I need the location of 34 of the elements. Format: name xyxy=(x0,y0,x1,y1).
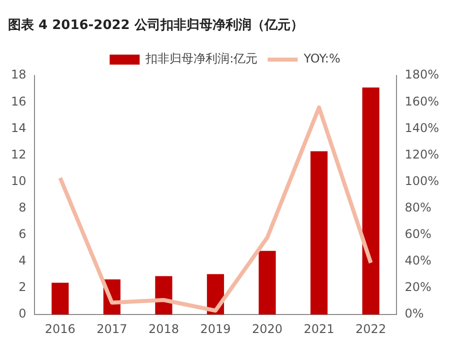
legend-label: 扣非归母净利润:亿元 xyxy=(144,52,258,66)
y2-tick-label: 100% xyxy=(404,174,440,188)
y2-tick-label: 0% xyxy=(404,306,424,321)
y2-tick-label: 180% xyxy=(404,68,440,82)
x-tick-label: 2020 xyxy=(252,322,283,336)
bar xyxy=(362,88,380,315)
y-tick-label: 4 xyxy=(18,254,26,268)
bar xyxy=(258,250,276,315)
y-tick-label: 16 xyxy=(10,94,26,108)
x-tick-label: 2018 xyxy=(148,322,179,336)
y-tick-label: 2 xyxy=(18,280,26,294)
chart-title: 图表 4 2016-2022 公司扣非归母净利润（亿元） xyxy=(8,17,304,34)
y-tick-label: 8 xyxy=(18,200,26,215)
y-tick-label: 0 xyxy=(18,306,26,321)
x-tick-label: 2016 xyxy=(44,322,76,336)
y-tick-label: 12 xyxy=(10,147,26,162)
y-tick-label: 10 xyxy=(10,174,26,188)
x-tick-label: 2017 xyxy=(96,322,128,336)
y2-tick-label: 80% xyxy=(404,200,432,215)
y2-tick-label: 160% xyxy=(404,94,440,108)
x-tick-label: 2022 xyxy=(356,322,386,336)
y2-tick-label: 40% xyxy=(404,254,432,268)
y2-tick-label: 20% xyxy=(404,280,432,294)
legend-label: YOY:% xyxy=(302,52,340,66)
y-tick-label: 6 xyxy=(18,227,26,242)
x-tick-label: 2019 xyxy=(200,322,231,336)
x-tick-label: 2021 xyxy=(304,322,334,336)
y-tick-label: 18 xyxy=(10,68,26,82)
bar xyxy=(310,151,328,315)
y2-tick-label: 120% xyxy=(404,147,440,162)
y2-tick-label: 60% xyxy=(404,227,432,242)
y-tick-label: 14 xyxy=(10,120,26,135)
y2-tick-label: 140% xyxy=(404,120,440,135)
bar xyxy=(52,282,69,315)
